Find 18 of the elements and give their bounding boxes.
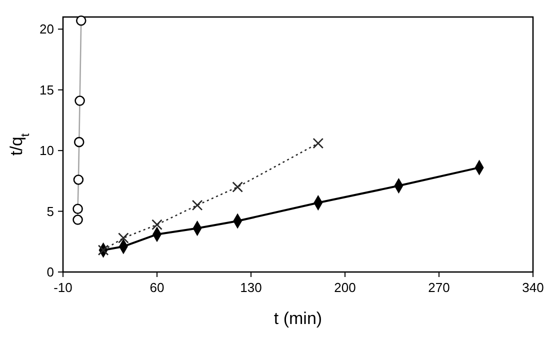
point [232, 182, 243, 192]
x-tick-label: 340 [522, 280, 544, 295]
y-tick-label: 15 [40, 82, 54, 98]
point [192, 200, 203, 211]
y-tick-label: 20 [40, 22, 54, 37]
point [312, 138, 324, 149]
y-tick-label: 5 [46, 204, 54, 219]
y-tick-label: 0 [46, 264, 54, 280]
point [98, 244, 109, 256]
point [118, 232, 129, 244]
x-tick-label: 60 [150, 280, 164, 295]
x-tick-label: 130 [240, 280, 262, 295]
x-tick-label: 270 [428, 280, 450, 295]
x-tick-label: 200 [334, 280, 356, 295]
x-tick-label: -10 [54, 280, 72, 295]
x-axis-title: t (min) [274, 309, 322, 328]
point [152, 219, 162, 230]
y-tick-label: 10 [40, 143, 54, 158]
